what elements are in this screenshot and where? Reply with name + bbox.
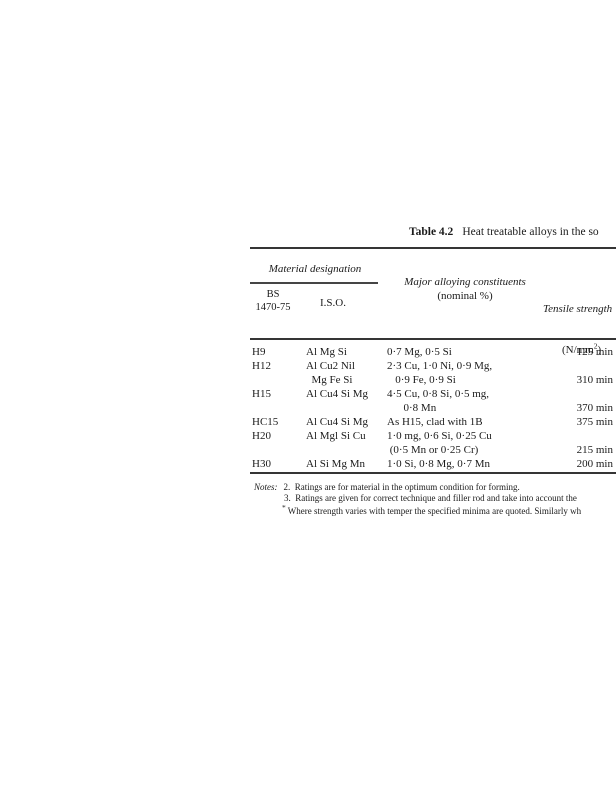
table-cell: (0·5 Mn or 0·25 Cr) bbox=[387, 444, 479, 456]
horizontal-rule-table-bottom bbox=[250, 472, 616, 474]
table-row: (0·5 Mn or 0·25 Cr) 215 min bbox=[252, 443, 613, 457]
table-cell: H30 bbox=[252, 458, 271, 470]
table-cell: H20 bbox=[252, 430, 271, 442]
table-caption-number: Table 4.2 bbox=[409, 226, 454, 238]
table-cell bbox=[252, 401, 306, 415]
table-row: Mg Fe Si 0·9 Fe, 0·9 Si 310 min bbox=[252, 373, 614, 387]
table-cell: 1·0 mg, 0·6 Si, 0·25 Cu bbox=[387, 430, 492, 442]
table-caption-text: Heat treatable alloys in the so bbox=[462, 226, 599, 238]
table-cell: H9 bbox=[252, 346, 266, 358]
notes-item-2: 2. Ratings are for material in the optim… bbox=[283, 482, 520, 492]
column-header-bs-line2: 1470-75 bbox=[255, 302, 291, 313]
table-cell: Al Cu4 Si Mg bbox=[306, 416, 369, 428]
table-cell: 1·0 Si, 0·8 Mg, 0·7 Mn bbox=[387, 458, 490, 470]
notes-item-3: 3. Ratings are given for correct techniq… bbox=[284, 493, 577, 503]
table-cell: 0·9 Fe, 0·9 Si bbox=[387, 374, 456, 386]
table-row: H30 Al Si Mg Mn 1·0 Si, 0·8 Mg, 0·7 Mn 200 … bbox=[252, 457, 613, 471]
column-header-bs-line1: BS bbox=[266, 289, 280, 300]
table-row: 0·8 Mn 370 min bbox=[252, 401, 614, 415]
table-cell: Al Cu4 Si Mg bbox=[306, 388, 369, 400]
column-header-tensile-line1: Tensile strength bbox=[543, 303, 613, 315]
column-header-constituents-line2: (nominal %) bbox=[437, 289, 493, 302]
alloy-table-body: H9 Al Mg Si 0·7 Mg, 0·5 Si 125 min H12 Al Cu2… bbox=[252, 345, 613, 471]
table-cell bbox=[542, 429, 613, 443]
notes-line-1: Notes: 2. Ratings are for material in the… bbox=[254, 482, 520, 492]
table-cell bbox=[542, 387, 613, 401]
table-cell: 370 min bbox=[576, 402, 613, 414]
table-cell: Al Mg Si bbox=[306, 346, 347, 358]
table-cell bbox=[306, 401, 387, 415]
table-cell: As H15, clad with 1B bbox=[387, 416, 483, 428]
table-cell: 200 min bbox=[576, 458, 613, 470]
table-cell: Al Cu2 Nil bbox=[306, 360, 355, 372]
column-header-bs: BS 1470-75 bbox=[250, 288, 296, 314]
table-cell: 310 min bbox=[576, 374, 613, 386]
horizontal-rule-top bbox=[250, 247, 616, 249]
table-cell: 2·3 Cu, 1·0 Ni, 0·9 Mg, bbox=[387, 360, 493, 372]
table-cell: 375 min bbox=[576, 416, 613, 428]
table-cell: H15 bbox=[252, 388, 271, 400]
horizontal-rule-material-designation bbox=[250, 282, 378, 284]
table-cell: 0·7 Mg, 0·5 Si bbox=[387, 346, 452, 358]
table-row: H12 Al Cu2 Nil 2·3 Cu, 1·0 Ni, 0·9 Mg, bbox=[252, 359, 613, 373]
notes-label: Notes: bbox=[254, 482, 278, 492]
column-header-constituents: Major alloying constituents (nominal %) bbox=[386, 276, 544, 303]
table-cell bbox=[252, 373, 306, 387]
notes-line-2: 3. Ratings are given for correct techniq… bbox=[284, 493, 577, 503]
footnote-asterisk: * bbox=[282, 503, 286, 512]
table-cell: 215 min bbox=[576, 444, 613, 456]
table-caption: Table 4.2 Heat treatable alloys in the so bbox=[409, 226, 599, 238]
horizontal-rule-header-bottom bbox=[250, 338, 616, 340]
column-group-header-material-designation: Material designation bbox=[268, 263, 362, 275]
table-cell: Al Si Mg Mn bbox=[306, 458, 365, 470]
table-cell: Mg Fe Si bbox=[306, 374, 353, 386]
column-header-tensile-strength: Tensile strength (N/mm2) bbox=[543, 276, 616, 371]
table-cell: 125 min bbox=[576, 346, 613, 358]
table-cell bbox=[252, 443, 306, 457]
table-row: HC15 Al Cu4 Si Mg As H15, clad with 1B 375 … bbox=[252, 415, 613, 429]
column-header-tensile-line2: (N/mm2) bbox=[562, 340, 602, 356]
table-row: H20 Al Mgl Si Cu 1·0 mg, 0·6 Si, 0·25 Cu bbox=[252, 429, 613, 443]
table-cell: Al Mgl Si Cu bbox=[306, 430, 366, 442]
table-cell: H12 bbox=[252, 360, 271, 372]
column-header-constituents-line1: Major alloying constituents bbox=[404, 276, 526, 288]
table-cell: HC15 bbox=[252, 416, 279, 428]
table-cell: 0·8 Mn bbox=[387, 402, 437, 414]
notes-item-star: Where strength varies with temper the sp… bbox=[287, 506, 582, 516]
table-cell bbox=[542, 359, 613, 373]
table-row: H15 Al Cu4 Si Mg 4·5 Cu, 0·8 Si, 0·5 mg, bbox=[252, 387, 613, 401]
column-header-iso: I.S.O. bbox=[320, 297, 346, 309]
notes-line-3: * Where strength varies with temper the s… bbox=[282, 503, 581, 516]
table-row: H9 Al Mg Si 0·7 Mg, 0·5 Si 125 min bbox=[252, 345, 613, 359]
table-cell: 4·5 Cu, 0·8 Si, 0·5 mg, bbox=[387, 388, 490, 400]
table-cell bbox=[306, 443, 387, 457]
